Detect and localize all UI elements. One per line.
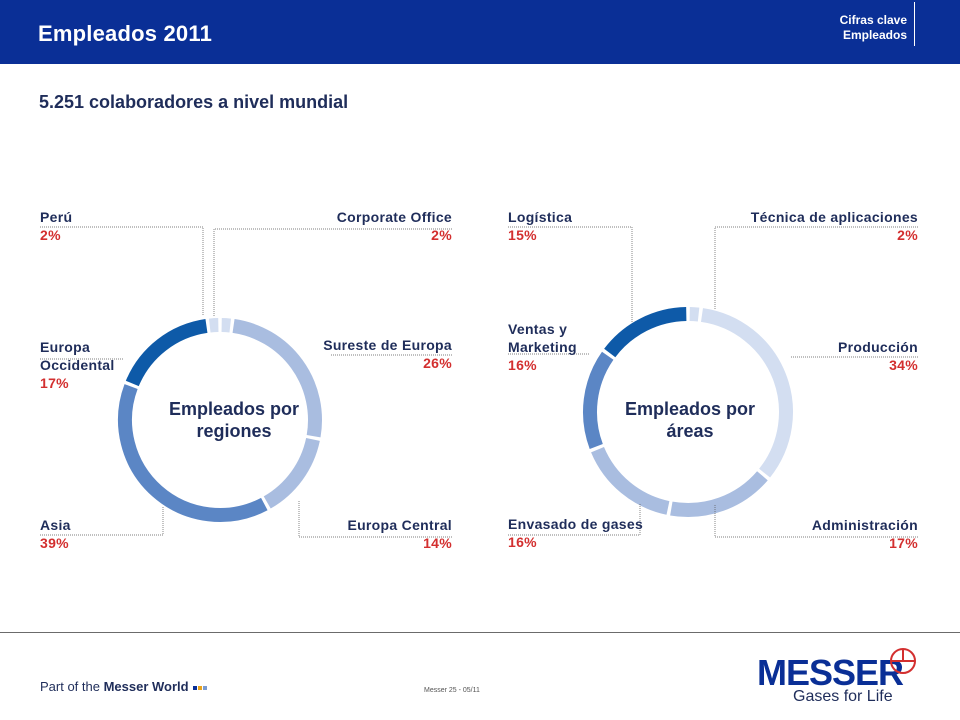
label-produccion: Producción 34% — [837, 339, 918, 373]
leader-lines — [40, 226, 918, 538]
leader-administracion — [714, 505, 918, 538]
brand-square-lightblue-icon — [203, 685, 208, 690]
messer-logo-emblem-icon — [890, 648, 916, 674]
section-tag-divider — [914, 2, 915, 46]
messer-logo-wordmark: MESSER — [757, 652, 904, 693]
label-peru: Perú 2% — [40, 209, 73, 243]
leader-asia — [40, 507, 164, 536]
label-ventas-marketing: Ventas y Marketing 16% — [508, 321, 577, 373]
slice-produccion — [700, 308, 793, 478]
slice-logistica — [604, 307, 687, 358]
brand-square-orange-icon — [198, 685, 203, 690]
section-tag-line2: Empleados — [842, 28, 907, 42]
label-tecnica-aplicaciones: Técnica de aplicaciones 2% — [750, 209, 918, 243]
slice-ventas-marketing — [583, 351, 614, 449]
leader-tecnica — [714, 226, 918, 310]
page-title: Empleados 2011 — [38, 21, 213, 46]
center-label-areas: Empleados por áreas — [624, 399, 756, 441]
brand-square-blue-icon — [193, 685, 198, 690]
label-sureste-europa: Sureste de Europa 26% — [323, 337, 452, 371]
label-europa-central: Europa Central 14% — [347, 517, 452, 551]
donut-regiones — [118, 318, 322, 522]
slice-europa-occidental — [125, 319, 208, 387]
footer-page-number: Messer 25 - 05/11 — [424, 687, 480, 694]
footer-divider — [0, 632, 960, 633]
leader-corporate — [213, 228, 452, 316]
slice-asia — [118, 384, 268, 522]
label-logistica: Logística 15% — [508, 209, 573, 243]
label-asia: Asia 39% — [40, 517, 71, 551]
header-bar: Empleados 2011 Cifras clave Empleados — [0, 0, 960, 64]
leader-envasado — [508, 503, 641, 536]
slice-peru — [208, 318, 219, 333]
center-label-regiones: Empleados por regiones — [168, 399, 300, 441]
messer-logo-slogan: Gases for Life — [793, 688, 893, 705]
leader-europa-central — [298, 500, 452, 538]
footer-brand: Part of the Messer World — [40, 679, 208, 694]
leader-peru — [40, 226, 204, 316]
slice-administracion — [670, 471, 768, 517]
slice-envasado-gases — [591, 446, 670, 515]
label-europa-occidental: Europa Occidental 17% — [40, 339, 115, 391]
slice-sureste-europa — [232, 319, 322, 438]
slice-europa-central — [263, 437, 320, 509]
section-tag: Cifras clave Empleados — [839, 2, 915, 46]
donut-areas — [583, 307, 793, 517]
label-corporate-office: Corporate Office 2% — [336, 209, 452, 243]
leader-logistica — [508, 226, 633, 322]
slice-corporate-office — [221, 318, 232, 333]
label-administracion: Administración 17% — [811, 517, 918, 551]
subtitle: 5.251 colaboradores a nivel mundial — [39, 92, 349, 112]
label-envasado-gases: Envasado de gases 16% — [508, 516, 644, 550]
slice-tecnica-aplicaciones — [689, 307, 700, 322]
section-tag-line1: Cifras clave — [839, 13, 907, 27]
